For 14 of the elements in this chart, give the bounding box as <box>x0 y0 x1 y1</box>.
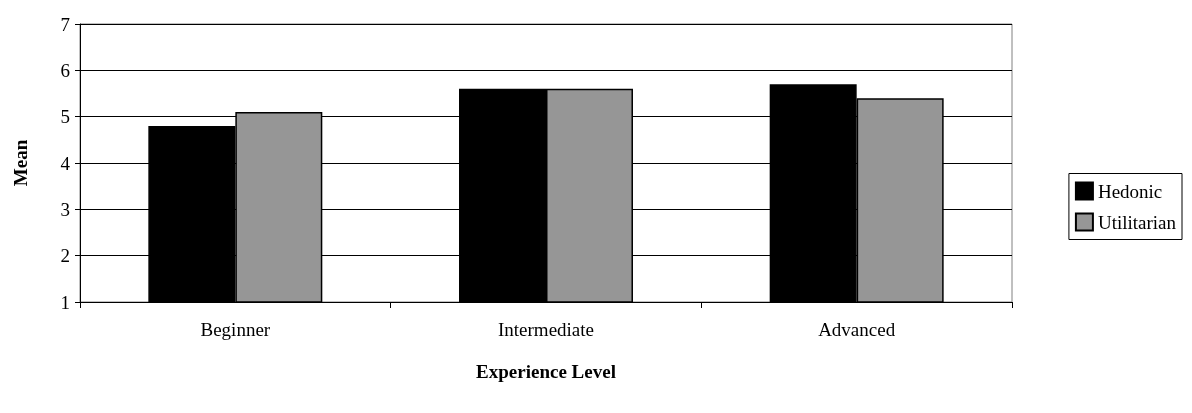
y-tick-label: 2 <box>60 245 70 267</box>
x-axis-title: Experience Level <box>476 361 616 382</box>
legend-label: Utilitarian <box>1097 211 1177 233</box>
y-tick-label: 5 <box>60 106 70 128</box>
y-tick-label: 1 <box>60 291 70 313</box>
y-axis-title: Mean <box>10 139 31 187</box>
x-tick-label: Intermediate <box>497 319 595 340</box>
y-tick-label: 4 <box>60 152 71 174</box>
legend-label: Hedonic <box>1097 180 1163 202</box>
x-tick-label: Beginner <box>200 319 271 340</box>
x-tick-label: Advanced <box>818 319 896 340</box>
y-tick-label: 3 <box>60 198 70 220</box>
y-tick-label: 6 <box>60 59 70 81</box>
y-tick-label: 7 <box>60 13 70 35</box>
